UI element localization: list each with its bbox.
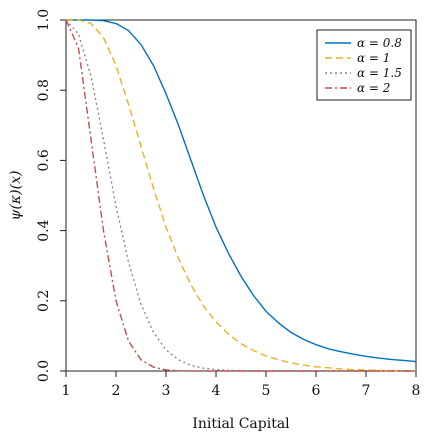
series-lines bbox=[65, 19, 417, 372]
legend: α = 0.8α = 1α = 1.5α = 2 bbox=[316, 29, 412, 101]
y-axis-title: ψ(κ)(x) bbox=[8, 171, 24, 221]
y-tick-label: 0.6 bbox=[36, 149, 52, 171]
y-tick-label: 0.4 bbox=[36, 219, 52, 241]
legend-label: α = 0.8 bbox=[357, 36, 402, 50]
series-line-4 bbox=[65, 19, 416, 372]
y-tick-label: 0.2 bbox=[36, 290, 52, 312]
x-tick-label: 8 bbox=[412, 383, 421, 399]
x-tick-label: 6 bbox=[312, 383, 321, 399]
legend-label: α = 1.5 bbox=[357, 66, 402, 80]
y-tick-label: 0.0 bbox=[36, 360, 52, 382]
legend-box bbox=[316, 29, 412, 101]
legend-label: α = 2 bbox=[357, 81, 390, 95]
x-tick-label: 4 bbox=[212, 383, 221, 399]
axes: 1 2 3 4 5 6 7 8 0.0 0.2 0.4 0.6 0.8 1.0 bbox=[36, 9, 420, 399]
x-tick-label: 1 bbox=[62, 383, 71, 399]
y-tick-label: 1.0 bbox=[36, 9, 52, 31]
x-tick-label: 7 bbox=[362, 383, 371, 399]
x-tick-label: 3 bbox=[162, 383, 171, 399]
x-axis-title: Initial Capital bbox=[192, 416, 290, 432]
x-tick-label: 2 bbox=[112, 383, 121, 399]
legend-label: α = 1 bbox=[357, 51, 390, 65]
y-tick-label: 0.8 bbox=[36, 79, 52, 101]
x-tick-label: 5 bbox=[262, 383, 271, 399]
series-line-1 bbox=[66, 19, 417, 363]
series-line-2 bbox=[66, 19, 417, 372]
series-line-3 bbox=[65, 19, 416, 372]
